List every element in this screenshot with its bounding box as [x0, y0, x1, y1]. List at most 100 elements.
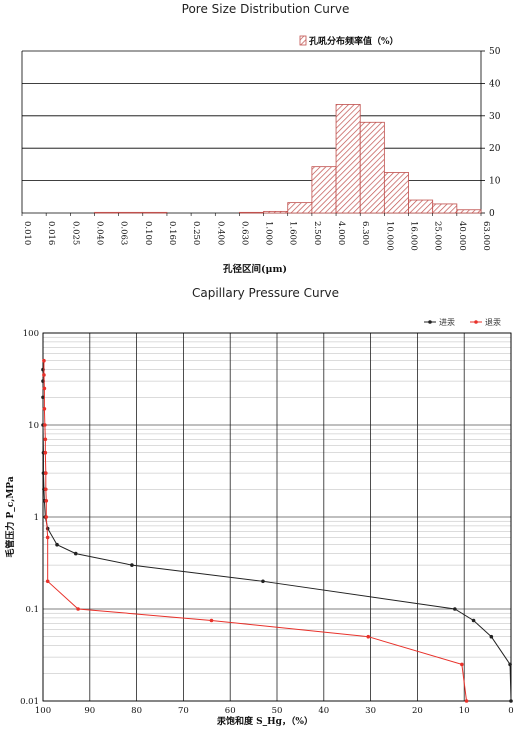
bar: [94, 211, 120, 214]
extrusion-point: [44, 498, 49, 503]
x-tick-label: 20: [412, 706, 423, 716]
top-chart-title: Pore Size Distribution Curve: [181, 2, 350, 16]
y-tick-label: 1: [34, 513, 39, 523]
y-tick-label: 0.1: [25, 605, 39, 615]
x-tick-label: 0.016: [46, 221, 56, 245]
bar: [239, 211, 264, 214]
bar: [335, 104, 361, 214]
extrusion-point: [366, 634, 371, 639]
legend-label: 进汞: [439, 318, 455, 327]
extrusion-line: [43, 360, 468, 702]
x-tick-label: 0.160: [167, 221, 177, 245]
x-tick-label: 1.600: [288, 221, 298, 245]
x-axis-label: 汞饱和度 S_Hg，（%）: [216, 715, 313, 727]
extrusion-point: [44, 515, 49, 519]
y-tick-label: 100: [23, 329, 39, 339]
intrusion-point: [45, 526, 50, 531]
legend-label: 退汞: [485, 318, 501, 327]
x-tick-label: 6.300: [360, 221, 370, 245]
intrusion-line: [42, 369, 512, 702]
x-tick-label: 30: [365, 706, 376, 716]
bar: [142, 211, 168, 214]
bar: [432, 203, 458, 214]
x-tick-label: 0.040: [94, 221, 104, 245]
x-tick-label: 40.000: [457, 221, 467, 251]
plot-frame: [42, 332, 512, 702]
y-tick-label: 30: [489, 112, 501, 122]
extrusion-point: [76, 607, 80, 611]
intrusion-point: [41, 367, 45, 372]
intrusion-point: [41, 379, 45, 383]
intrusion-point: [42, 487, 46, 492]
extrusion-point: [42, 358, 46, 363]
extrusion-point: [43, 450, 48, 455]
x-tick-label: 0.100: [143, 221, 153, 245]
extrusion-point: [42, 373, 46, 377]
intrusion-point: [41, 450, 46, 455]
x-tick-label: 60: [225, 706, 236, 716]
y-tick-label: 20: [489, 144, 501, 154]
extrusion-point: [42, 386, 47, 391]
legend-marker: [474, 320, 478, 324]
x-tick-label: 0.010: [22, 221, 32, 245]
bar: [359, 121, 385, 214]
y-axis-label: 毛管压力 P_c,MPa: [4, 476, 16, 558]
y-tick-label: 40: [489, 79, 501, 89]
x-tick-label: 25.000: [433, 221, 443, 251]
bar: [118, 211, 144, 214]
extrusion-point: [44, 471, 48, 475]
x-tick-label: 40: [318, 706, 329, 716]
extrusion-point: [45, 535, 50, 540]
y-tick-label: 0: [489, 209, 495, 219]
x-tick-label: 16.000: [409, 221, 419, 251]
bar: [263, 210, 289, 214]
y-tick-label: 10: [28, 421, 39, 431]
intrusion-point: [509, 699, 513, 703]
x-axis-label: 孔径区间(μm): [223, 263, 287, 275]
bar: [408, 199, 434, 214]
x-tick-label: 50: [272, 706, 283, 716]
x-tick-label: 90: [84, 706, 95, 716]
intrusion-point: [508, 662, 512, 667]
intrusion-point: [73, 551, 78, 556]
x-tick-label: 2.500: [312, 221, 322, 245]
y-tick-label: 0.01: [20, 697, 39, 707]
legend-marker: [428, 320, 432, 324]
x-tick-label: 4.000: [336, 221, 346, 245]
extrusion-point: [45, 579, 50, 584]
x-tick-label: 0.250: [191, 221, 201, 245]
intrusion-point: [453, 607, 457, 611]
extrusion-point: [43, 437, 48, 442]
x-tick-label: 1.000: [264, 221, 274, 245]
bottom-chart-title: Capillary Pressure Curve: [191, 286, 339, 300]
intrusion-point: [489, 634, 494, 639]
bar: [383, 172, 409, 214]
extrusion-point: [43, 423, 47, 427]
intrusion-point: [130, 563, 134, 567]
y-tick-label: 10: [489, 177, 501, 187]
x-tick-label: 70: [178, 706, 189, 716]
intrusion-point: [471, 618, 476, 623]
x-tick-label: 0.400: [215, 221, 225, 245]
intrusion-point: [55, 542, 59, 547]
x-tick-label: 100: [35, 706, 51, 716]
intrusion-point: [43, 515, 48, 519]
intrusion-point: [41, 423, 45, 427]
legend-swatch: [299, 35, 307, 46]
extrusion-point: [44, 487, 48, 492]
extrusion-point: [42, 406, 47, 411]
y-tick-label: 50: [489, 47, 501, 57]
intrusion-point: [41, 395, 45, 400]
intrusion-point: [41, 471, 46, 475]
x-tick-label: 0: [508, 706, 513, 716]
extrusion-point: [209, 618, 214, 623]
x-tick-label: 0.630: [239, 221, 249, 245]
x-tick-label: 80: [131, 706, 142, 716]
x-tick-label: 63.000: [481, 221, 491, 251]
bar: [311, 166, 337, 214]
extrusion-point: [460, 662, 464, 667]
x-tick-label: 0.025: [70, 221, 80, 245]
x-tick-label: 10: [459, 706, 470, 716]
legend-label: 孔吼分布频率值（%）: [309, 35, 399, 47]
pore-size-distribution-chart: 0 10 20 30 40 50 0.010 0.016 0.025 0.040 0.063 0.10…: [21, 35, 501, 275]
